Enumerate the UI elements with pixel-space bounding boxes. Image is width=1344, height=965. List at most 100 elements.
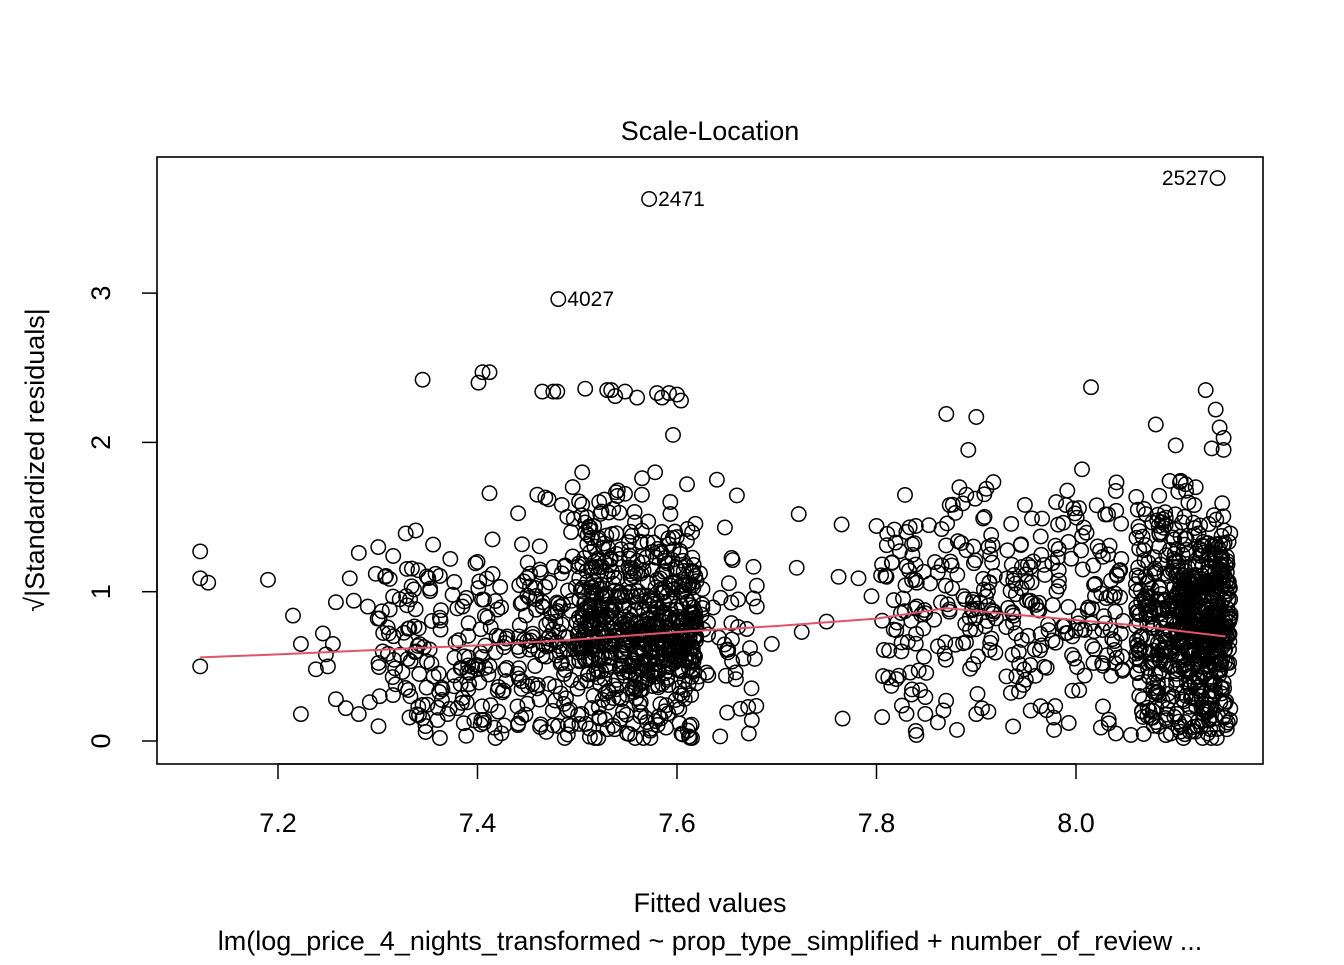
data-point — [1103, 572, 1119, 589]
data-point — [918, 664, 935, 681]
data-point — [1071, 500, 1087, 517]
data-point — [488, 627, 505, 644]
data-point — [524, 637, 541, 654]
data-point — [746, 650, 763, 667]
data-point — [453, 694, 470, 711]
data-point — [1107, 483, 1124, 499]
data-point — [611, 504, 628, 521]
data-point — [560, 582, 576, 599]
data-point — [487, 593, 504, 610]
data-point — [1213, 561, 1230, 578]
data-point — [467, 555, 484, 572]
data-point — [458, 727, 475, 744]
data-point — [418, 568, 435, 585]
data-point — [385, 687, 401, 704]
data-point — [397, 680, 414, 696]
data-point — [1176, 536, 1193, 553]
axes: 7.2 7.4 7.6 7.8 8.0 0 1 2 3 — [86, 286, 1095, 838]
data-point — [964, 594, 981, 611]
data-point — [1078, 524, 1095, 541]
data-point — [965, 656, 982, 673]
data-point — [1093, 585, 1110, 602]
data-point — [1149, 506, 1166, 523]
data-point — [672, 617, 689, 634]
data-point — [588, 577, 605, 594]
data-point — [478, 570, 495, 587]
data-point — [484, 565, 501, 582]
data-point — [1212, 694, 1229, 711]
data-point — [1104, 631, 1121, 648]
data-point — [748, 577, 765, 594]
data-point — [1023, 574, 1040, 591]
data-point — [985, 474, 1002, 491]
data-point — [1158, 706, 1175, 723]
data-point — [458, 694, 475, 711]
data-point — [1165, 562, 1181, 579]
data-point — [649, 599, 666, 616]
y-tick-label: 0 — [86, 733, 116, 748]
data-point — [1076, 667, 1093, 684]
data-point — [590, 730, 607, 746]
data-point — [494, 684, 511, 701]
data-point — [712, 728, 729, 745]
data-point — [612, 584, 629, 601]
data-point — [681, 645, 698, 662]
data-point — [1128, 583, 1145, 600]
data-point — [1150, 634, 1166, 651]
data-point — [654, 675, 671, 692]
data-point — [1158, 547, 1175, 564]
data-point — [474, 591, 490, 608]
data-point — [585, 687, 602, 704]
x-tick-label: 8.0 — [1057, 808, 1095, 838]
data-point — [1049, 549, 1066, 566]
data-point — [632, 704, 649, 721]
data-point — [1032, 528, 1049, 545]
data-point — [1085, 655, 1102, 671]
data-point — [615, 637, 632, 654]
data-point — [937, 634, 954, 651]
data-point — [887, 534, 904, 551]
data-point — [434, 681, 451, 698]
data-point — [893, 643, 910, 660]
data-point — [600, 684, 617, 700]
data-point — [324, 636, 341, 652]
data-point — [370, 718, 387, 735]
data-point — [552, 598, 569, 615]
data-point — [1108, 566, 1125, 583]
data-point — [937, 651, 954, 668]
data-point — [1218, 721, 1235, 738]
data-point — [619, 725, 636, 742]
data-point — [314, 625, 331, 642]
data-point — [622, 569, 639, 586]
data-point — [1157, 504, 1174, 521]
data-point — [433, 602, 449, 619]
data-point — [319, 658, 336, 675]
data-point — [455, 715, 472, 732]
data-point — [472, 621, 489, 638]
data-point — [1214, 495, 1231, 512]
data-point — [1022, 592, 1038, 609]
data-point — [705, 599, 722, 616]
data-point — [1113, 551, 1130, 567]
data-point — [962, 622, 978, 639]
data-point — [621, 547, 638, 564]
data-point — [988, 610, 1004, 627]
data-point — [490, 703, 507, 720]
data-point — [666, 649, 683, 666]
data-point — [907, 635, 924, 652]
data-point — [998, 619, 1015, 635]
data-point — [1086, 576, 1103, 593]
data-point — [410, 620, 427, 637]
data-point — [1131, 651, 1148, 668]
data-point — [600, 504, 617, 521]
data-point — [602, 550, 619, 566]
data-point — [511, 617, 528, 634]
data-point — [748, 598, 765, 615]
data-point — [743, 712, 760, 729]
data-point — [700, 626, 716, 643]
data-point — [1207, 603, 1224, 620]
data-point — [685, 653, 702, 670]
data-point — [694, 581, 711, 598]
data-point — [687, 515, 704, 532]
data-point — [540, 675, 557, 692]
